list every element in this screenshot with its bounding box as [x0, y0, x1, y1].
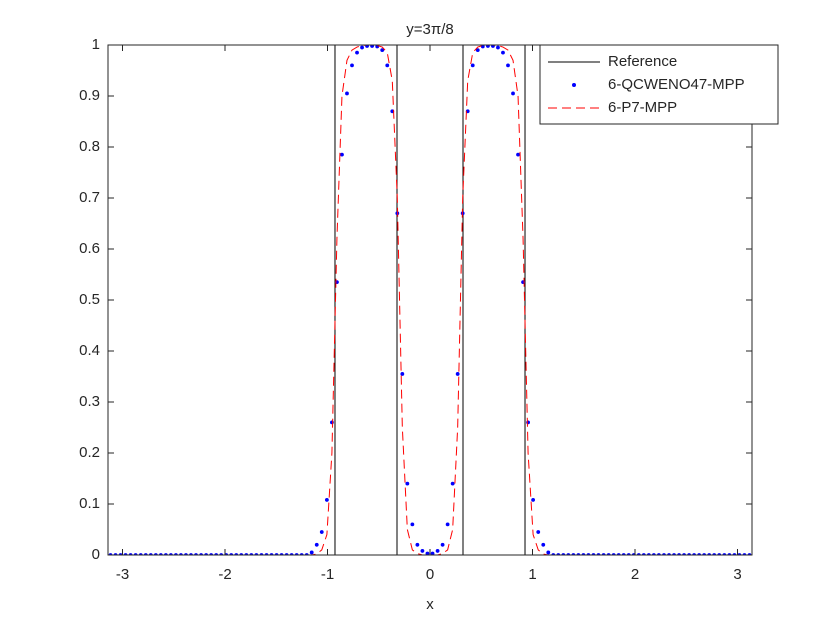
- marker: [546, 550, 551, 555]
- marker: [455, 372, 460, 376]
- marker: [360, 45, 364, 50]
- marker: [516, 152, 520, 157]
- marker: [405, 481, 410, 486]
- marker: [314, 542, 319, 547]
- marker: [501, 50, 505, 55]
- legend-label: Reference: [608, 53, 677, 70]
- x-tick-label: 1: [528, 566, 536, 583]
- x-tick-label: 3: [733, 566, 741, 583]
- marker: [410, 522, 415, 527]
- marker: [415, 542, 420, 547]
- y-tick-label: 0.4: [79, 342, 100, 359]
- marker: [385, 63, 390, 68]
- marker: [450, 481, 455, 486]
- marker: [506, 63, 510, 68]
- series-line: [108, 45, 752, 555]
- x-axis-label: x: [426, 596, 434, 613]
- marker: [435, 549, 440, 553]
- marker: [400, 372, 405, 376]
- marker: [440, 542, 445, 547]
- y-tick-label: 0.9: [79, 87, 100, 104]
- marker: [355, 50, 359, 55]
- y-tick-label: 0: [92, 546, 100, 563]
- marker: [536, 530, 541, 534]
- y-tick-label: 0.5: [79, 291, 100, 308]
- y-tick-label: 0.6: [79, 240, 100, 257]
- marker: [445, 522, 450, 527]
- marker: [309, 550, 314, 555]
- x-tick-label: -3: [116, 566, 129, 583]
- marker: [330, 420, 334, 425]
- marker: [420, 549, 425, 553]
- legend-marker: [572, 83, 576, 87]
- marker: [350, 63, 354, 68]
- legend-box: [539, 44, 779, 125]
- marker: [380, 48, 385, 52]
- marker: [531, 498, 536, 502]
- x-tick-label: 2: [631, 566, 639, 583]
- y-tick-label: 0.1: [79, 495, 100, 512]
- legend-label: 6-P7-MPP: [608, 99, 677, 116]
- y-tick-label: 0.2: [79, 444, 100, 461]
- y-tick-label: 0.7: [79, 189, 100, 206]
- marker: [470, 63, 475, 68]
- x-tick-label: 0: [426, 566, 434, 583]
- y-tick-label: 0.3: [79, 393, 100, 410]
- marker: [340, 152, 344, 157]
- marker: [425, 551, 430, 555]
- marker: [365, 45, 369, 48]
- marker: [370, 45, 374, 48]
- marker: [541, 542, 546, 547]
- marker: [526, 420, 530, 425]
- marker: [324, 498, 329, 502]
- y-tick-label: 1: [92, 36, 100, 53]
- chart-title: y=3π/8: [406, 21, 453, 38]
- marker: [511, 91, 515, 96]
- legend: Reference 6-QCWENO47-MPP 6-P7-MPP: [539, 44, 779, 125]
- marker: [319, 530, 324, 534]
- y-tick-label: 0.8: [79, 138, 100, 155]
- legend-label: 6-QCWENO47-MPP: [608, 76, 745, 93]
- x-tick-label: -2: [218, 566, 231, 583]
- marker: [486, 45, 490, 48]
- marker: [491, 45, 495, 48]
- marker: [496, 45, 500, 50]
- marker: [475, 48, 480, 52]
- marker: [345, 91, 349, 96]
- marker: [430, 551, 435, 555]
- marker: [480, 45, 485, 49]
- x-tick-label: -1: [321, 566, 334, 583]
